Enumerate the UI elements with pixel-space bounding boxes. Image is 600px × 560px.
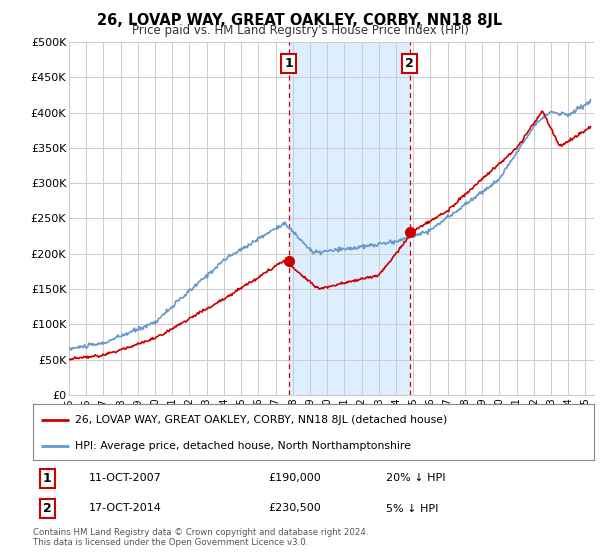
Bar [289, 42, 410, 395]
Text: 2: 2 [405, 57, 414, 69]
Text: HPI: Average price, detached house, North Northamptonshire: HPI: Average price, detached house, Nort… [75, 441, 411, 451]
Text: Price paid vs. HM Land Registry's House Price Index (HPI): Price paid vs. HM Land Registry's House … [131, 24, 469, 36]
Text: 1: 1 [43, 472, 52, 485]
Text: £230,500: £230,500 [269, 503, 322, 514]
Text: 2: 2 [43, 502, 52, 515]
Text: Contains HM Land Registry data © Crown copyright and database right 2024.
This d: Contains HM Land Registry data © Crown c… [33, 528, 368, 547]
Text: 26, LOVAP WAY, GREAT OAKLEY, CORBY, NN18 8JL: 26, LOVAP WAY, GREAT OAKLEY, CORBY, NN18… [97, 13, 503, 28]
Text: £190,000: £190,000 [269, 473, 322, 483]
Text: 20% ↓ HPI: 20% ↓ HPI [386, 473, 446, 483]
Text: 26, LOVAP WAY, GREAT OAKLEY, CORBY, NN18 8JL (detached house): 26, LOVAP WAY, GREAT OAKLEY, CORBY, NN18… [75, 415, 448, 425]
Text: 11-OCT-2007: 11-OCT-2007 [89, 473, 162, 483]
Text: 1: 1 [284, 57, 293, 69]
Text: 17-OCT-2014: 17-OCT-2014 [89, 503, 162, 514]
Text: 5% ↓ HPI: 5% ↓ HPI [386, 503, 439, 514]
